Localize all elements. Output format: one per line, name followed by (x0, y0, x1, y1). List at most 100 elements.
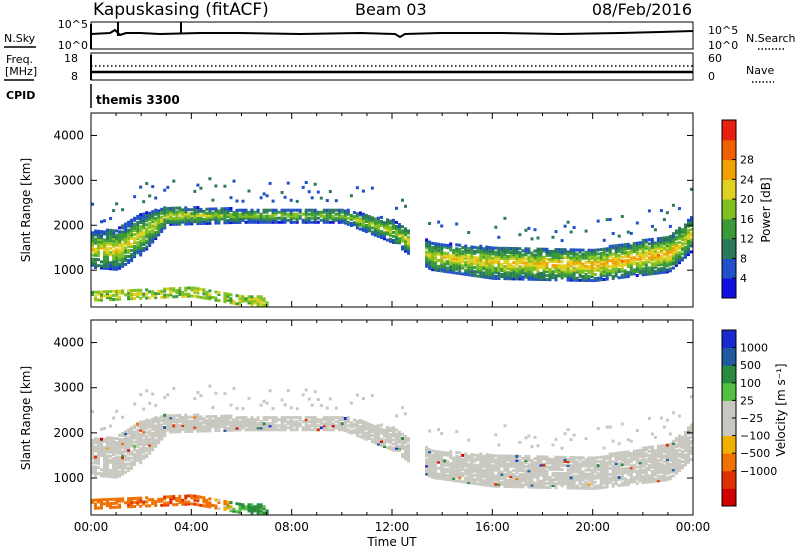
velocity-cell (656, 450, 660, 454)
velocity-cell (665, 455, 669, 459)
power-cell (563, 274, 567, 278)
power-cell (325, 220, 329, 224)
power-cell (641, 243, 645, 246)
power-cell (322, 210, 326, 214)
velocity-cell (148, 504, 152, 508)
velocity-cell (178, 424, 182, 428)
velocity-cell (133, 460, 137, 464)
power-cell (142, 234, 146, 238)
velocity-cell (241, 424, 245, 428)
power-cell (665, 238, 669, 242)
power-cell (124, 256, 128, 260)
power-cell (671, 232, 675, 236)
power-cell (684, 239, 687, 243)
power-cell (681, 236, 684, 240)
velocity-cell (133, 424, 137, 428)
power-cell (103, 244, 106, 248)
power-cell (151, 238, 155, 242)
power-cell (136, 245, 140, 249)
velocity-cell (569, 470, 573, 474)
power-cell (115, 261, 119, 265)
power-cell (130, 293, 134, 297)
velocity-cell (389, 427, 392, 431)
velocity-cell (479, 474, 483, 478)
velocity-cell (229, 416, 233, 420)
velocity-cell (151, 442, 155, 446)
velocity-cell (590, 474, 594, 478)
velocity-cell (328, 420, 332, 424)
power-cell (238, 300, 242, 304)
velocity-cell (340, 418, 344, 422)
power-cell (575, 252, 579, 256)
velocity-cell (626, 470, 630, 474)
power-cell (632, 246, 636, 250)
power-cell (587, 260, 591, 264)
power-cell (367, 225, 371, 229)
power-cell (626, 230, 630, 234)
velocity-cell (91, 441, 94, 444)
power-cell (611, 246, 615, 250)
velocity-cell (346, 418, 350, 422)
velocity-cell (259, 420, 263, 424)
power-cell (367, 215, 371, 219)
velocity-cell (250, 428, 254, 432)
power-cell (635, 243, 639, 247)
velocity-cell (476, 482, 480, 486)
power-cell (671, 260, 675, 264)
power-cell (602, 273, 606, 277)
velocity-cell (361, 436, 365, 440)
power-cell (133, 195, 137, 199)
velocity-cell (380, 427, 383, 431)
power-cell (593, 266, 597, 270)
power-cell (650, 256, 654, 259)
power-cell (223, 213, 227, 217)
power-cell (668, 263, 672, 267)
velocity-cell (678, 438, 681, 442)
velocity-cell (187, 421, 191, 425)
power-cell (370, 230, 374, 234)
power-cell (349, 224, 353, 227)
velocity-cell (292, 422, 296, 426)
velocity-cell (461, 460, 465, 463)
power-cell (602, 249, 606, 253)
velocity-cell (232, 424, 236, 428)
velocity-cell (524, 461, 528, 465)
velocity-cell (431, 459, 435, 463)
velocity-cell (440, 459, 444, 462)
power-cell (458, 251, 462, 255)
velocity-cell (563, 457, 567, 461)
velocity-cell (608, 452, 612, 456)
velocity-cell (482, 458, 486, 462)
power-cell (566, 276, 570, 280)
power-cell (650, 245, 654, 249)
power-cell (485, 273, 489, 277)
power-cell (620, 259, 624, 263)
velocity-cell (458, 461, 462, 465)
power-cell (247, 218, 251, 222)
velocity-cell (572, 460, 576, 464)
velocity-cell (373, 429, 377, 433)
power-cell (557, 266, 561, 270)
power-cell (340, 218, 344, 222)
power-cell (133, 237, 137, 240)
power-cell (325, 218, 329, 222)
velocity-cell (193, 413, 197, 417)
power-cell (518, 269, 522, 273)
power-cell (431, 252, 435, 255)
power-cell (166, 217, 170, 220)
power-cell (109, 232, 113, 236)
velocity-cell (169, 414, 173, 418)
power-cell (313, 212, 317, 216)
power-cell (253, 210, 257, 214)
velocity-cell (172, 387, 176, 390)
power-cell (452, 271, 456, 275)
power-cell (545, 278, 549, 282)
velocity-cell (205, 429, 209, 433)
velocity-cell (653, 477, 657, 481)
power-cell (241, 218, 245, 222)
power-cell (608, 271, 612, 275)
power-cell (440, 224, 444, 228)
velocity-cell (431, 457, 435, 461)
power-cell (647, 238, 651, 242)
power-cell (380, 230, 383, 234)
